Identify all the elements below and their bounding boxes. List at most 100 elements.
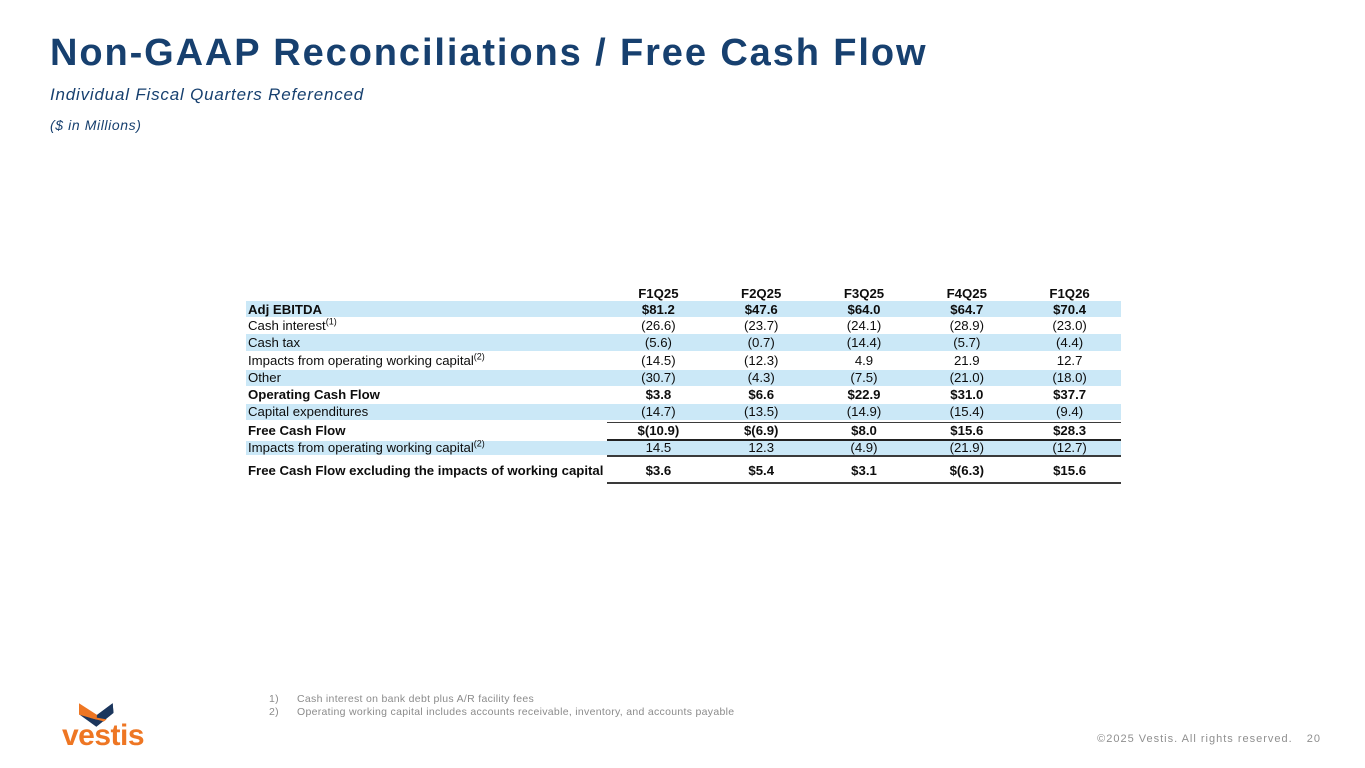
table-cell: 21.9 (953, 352, 980, 368)
page-title: Non-GAAP Reconciliations / Free Cash Flo… (50, 32, 928, 74)
table-rule (607, 482, 1121, 484)
units-note: ($ in Millions) (50, 117, 142, 133)
table-cell: (24.1) (846, 318, 882, 333)
footnote-ref: (1) (325, 316, 337, 327)
table-cell: $3.6 (645, 462, 672, 478)
financial-table: F1Q25 F2Q25 F3Q25 F4Q25 F1Q26 Adj EBITDA $81.… (246, 285, 1121, 484)
table-cell: (21.0) (949, 370, 985, 386)
row-label: Adj EBITDA (248, 301, 322, 317)
table-row: Impacts from operating working capital(2… (246, 351, 1121, 370)
table-cell: $3.1 (851, 462, 877, 478)
footnote-text: Operating working capital includes accou… (297, 706, 735, 718)
table-cell: (15.4) (949, 404, 985, 419)
table-row: Cash interest(1) (26.6) (23.7) (24.1) (28.9)… (246, 317, 1121, 334)
table-cell: $(10.9) (637, 423, 680, 439)
table-cell: $22.9 (847, 387, 881, 403)
table-cell: (14.5) (641, 352, 676, 368)
row-label: Impacts from operating working capital(2… (248, 351, 485, 368)
table-cell: (5.6) (644, 334, 672, 350)
slide-footer: ©2025 Vestis. All rights reserved. 20 (1097, 733, 1321, 745)
table-cell: $8.0 (851, 423, 877, 439)
table-row: Impacts from operating working capital(2… (246, 439, 1121, 456)
table-cell: (26.6) (641, 318, 676, 333)
row-label: Impacts from operating working capital(2… (248, 439, 485, 456)
table-cell: (14.9) (846, 404, 882, 419)
table-row: Cash tax (5.6) (0.7) (14.4) (5.7) (4.4) (246, 334, 1121, 351)
table-cell: $5.4 (748, 462, 775, 478)
table-row: Adj EBITDA $81.2 $47.6 $64.0 $64.7 $70.4 (246, 301, 1121, 317)
row-label: Free Cash Flow excluding the impacts of … (248, 462, 604, 478)
table-cell: $(6.9) (743, 423, 779, 439)
table-cell: (4.9) (850, 440, 878, 456)
table-row: Free Cash Flow excluding the impacts of … (246, 458, 1121, 482)
table-cell: (28.9) (949, 318, 985, 333)
row-label: Other (248, 370, 281, 386)
column-header: F2Q25 (741, 285, 782, 301)
table-cell: $6.6 (748, 387, 775, 403)
table-row: Operating Cash Flow $3.8 $6.6 $22.9 $31.0 $37… (246, 386, 1121, 404)
table-cell: (12.7) (1052, 440, 1087, 456)
row-label: Capital expenditures (248, 404, 369, 419)
vestis-wordmark: vestis (62, 719, 145, 752)
table-cell: 12.3 (748, 440, 775, 456)
table-cell: $31.0 (950, 387, 984, 403)
table-cell: $64.7 (950, 301, 984, 317)
table-cell: (13.5) (743, 404, 779, 419)
table-rule (607, 455, 1121, 457)
row-label: Cash tax (248, 334, 301, 350)
column-header: F3Q25 (843, 285, 885, 301)
footnote-number: 2) (269, 706, 279, 718)
table-cell: (23.0) (1052, 318, 1087, 333)
table-cell: (12.3) (743, 352, 779, 368)
table-cell: 4.9 (854, 352, 874, 368)
table-cell: (23.7) (743, 318, 779, 333)
table-cell: (4.4) (1056, 334, 1084, 350)
table-cell: $64.0 (847, 301, 881, 317)
table-cell: (14.7) (641, 404, 676, 419)
table-cell: $70.4 (1053, 301, 1087, 317)
footnote-number: 1) (269, 692, 279, 705)
footnote-text: Cash interest on bank debt plus A/R faci… (297, 692, 535, 705)
table-row: Free Cash Flow $(10.9) $(6.9) $8.0 $15.6 $28.… (246, 423, 1121, 439)
table-cell: $81.2 (641, 301, 675, 317)
page-number: 20 (1306, 733, 1321, 745)
table-cell: (21.9) (949, 440, 985, 456)
table-cell: (5.7) (953, 334, 981, 350)
table-cell: (0.7) (747, 334, 775, 350)
table-cell: 14.5 (645, 440, 672, 456)
column-header: F4Q25 (946, 285, 987, 301)
table-cell: $15.6 (1053, 462, 1087, 478)
table-rule (607, 421, 1121, 423)
table-cell: (14.4) (846, 334, 882, 350)
table-cell: $28.3 (1053, 423, 1087, 439)
table-cell: (18.0) (1052, 370, 1087, 386)
table-cell: (9.4) (1056, 404, 1084, 419)
table-cell: (4.3) (747, 370, 775, 386)
footnote-1: 1) Cash interest on bank debt plus A/R f… (269, 693, 734, 707)
row-label: Cash interest(1) (248, 316, 337, 333)
table-cell: $3.8 (645, 387, 672, 403)
table-cell: $37.7 (1053, 387, 1087, 403)
table-cell: $15.6 (950, 423, 984, 439)
table-cell: (7.5) (850, 370, 878, 386)
table-row: Other (30.7) (4.3) (7.5) (21.0) (18.0) (246, 369, 1121, 386)
table-cell: (30.7) (641, 370, 676, 386)
footnote-ref: (2) (473, 351, 485, 362)
footnote-ref: (2) (473, 439, 485, 450)
vestis-logo: vestis (62, 700, 172, 752)
copyright-text: ©2025 Vestis. All rights reserved. (1097, 733, 1293, 745)
table-rule (607, 438, 1121, 441)
vestis-checkmark-icon (79, 703, 114, 727)
table-cell: 12.7 (1056, 352, 1083, 368)
table-cell: $47.6 (744, 301, 778, 317)
column-header: F1Q25 (638, 285, 679, 301)
footnote-2: 2) Operating working capital includes ac… (269, 706, 734, 720)
row-label: Operating Cash Flow (248, 387, 380, 403)
row-label: Free Cash Flow (248, 423, 346, 439)
footnotes: 1) Cash interest on bank debt plus A/R f… (269, 693, 734, 720)
table-row: Capital expenditures (14.7) (13.5) (14.9) (1… (246, 403, 1121, 420)
table-cell: $(6.3) (949, 462, 985, 478)
table-header-row: F1Q25 F2Q25 F3Q25 F4Q25 F1Q26 (246, 285, 1121, 301)
page-subtitle: Individual Fiscal Quarters Referenced (50, 85, 365, 104)
